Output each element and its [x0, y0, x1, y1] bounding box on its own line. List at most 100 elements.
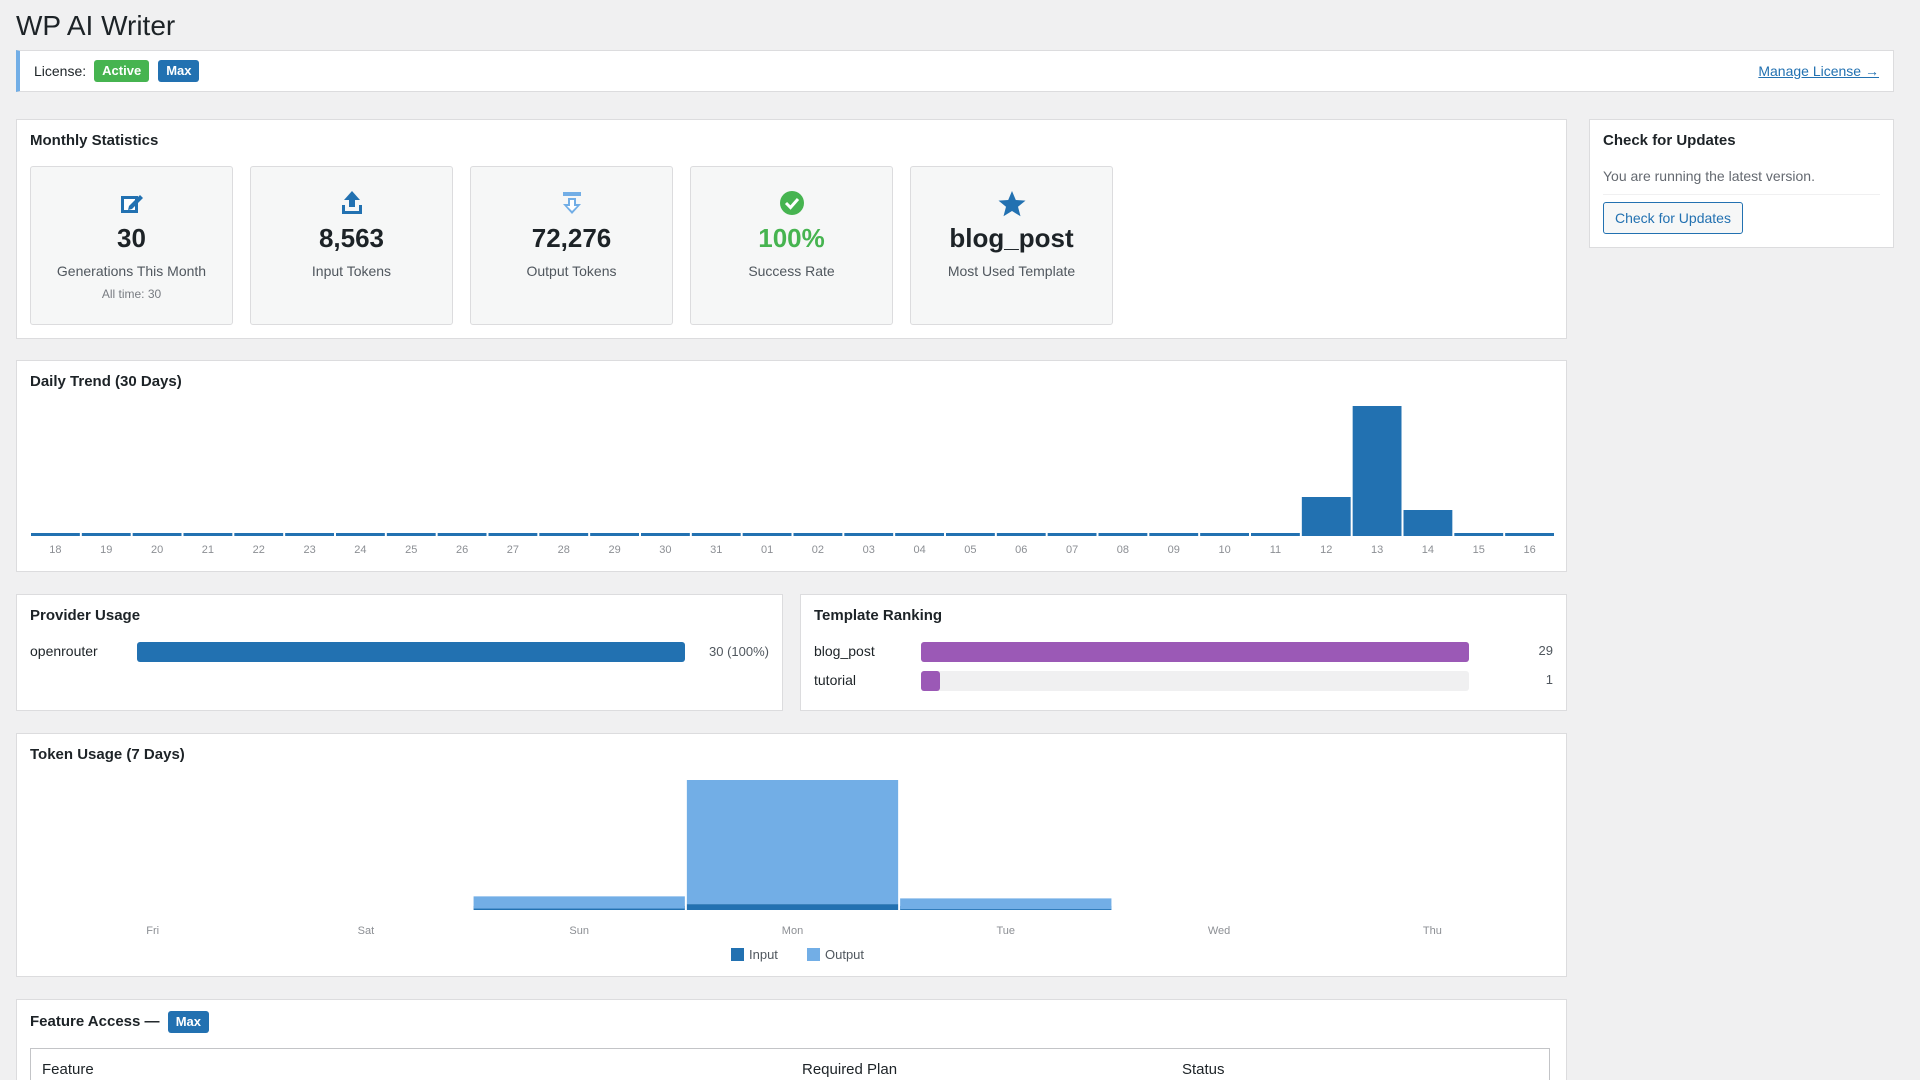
legend-swatch: [807, 948, 820, 961]
template-bar: [921, 671, 940, 691]
daily-bar: [1251, 533, 1300, 536]
template-value: 1: [1545, 672, 1553, 687]
stat-value: 72,276: [531, 223, 612, 253]
daily-bar: [895, 533, 944, 536]
template-name: tutorial: [814, 672, 857, 688]
feature-access-card: Feature Access — Max Feature Required Pl…: [16, 999, 1567, 1080]
daily-bar: [183, 533, 233, 536]
stat-label: Input Tokens: [311, 263, 392, 279]
x-tick-label: 15: [1473, 544, 1485, 556]
column-header-required-plan: Required Plan: [802, 1061, 898, 1078]
daily-trend-title: Daily Trend (30 Days): [30, 373, 182, 390]
daily-bar: [946, 533, 995, 536]
license-plan-badge: Max: [158, 60, 200, 82]
daily-bar: [336, 533, 385, 536]
x-tick-label: Wed: [1208, 925, 1230, 937]
x-tick-label: 16: [1523, 544, 1535, 556]
daily-bar: [31, 533, 80, 536]
daily-bar: [1047, 533, 1097, 536]
x-tick-label: 30: [659, 544, 671, 556]
download-icon: [471, 189, 672, 217]
daily-trend-card: Daily Trend (30 Days) 18 19 20 21 22 23 24 25 26…: [16, 360, 1567, 572]
provider-usage-card: Provider Usage openrouter 30 (100%): [16, 594, 783, 711]
daily-bar: [1200, 533, 1249, 536]
x-tick-label: 31: [710, 544, 722, 556]
check-updates-title: Check for Updates: [1603, 132, 1736, 149]
feature-plan-badge: Max: [167, 1011, 209, 1033]
daily-bar: [996, 533, 1046, 536]
stat-success-rate: 100% Success Rate: [690, 166, 893, 325]
daily-bar: [539, 533, 589, 536]
token-usage-chart: Fri Sat Sun Mon Tue Wed Thu Input Output: [146, 780, 1442, 962]
x-tick-label: 06: [1015, 544, 1027, 556]
stat-label: Success Rate: [748, 263, 835, 279]
x-tick-label: 03: [863, 544, 875, 556]
stat-generations: 30 Generations This Month All time: 30: [30, 166, 233, 325]
daily-bar: [437, 533, 487, 536]
daily-bar: [844, 533, 894, 536]
daily-bar: [1454, 533, 1504, 536]
x-tick-label: 10: [1218, 544, 1230, 556]
x-tick-label: 14: [1422, 544, 1434, 556]
x-tick-label: 18: [49, 544, 61, 556]
x-tick-label: 27: [507, 544, 519, 556]
stat-most-used-template: blog_post Most Used Template: [910, 166, 1113, 325]
provider-bar: [137, 642, 685, 662]
monthly-statistics-card: Monthly Statistics 30 Generations This M…: [16, 119, 1567, 339]
x-tick-label: 26: [456, 544, 468, 556]
monthly-statistics-title: Monthly Statistics: [30, 132, 159, 149]
x-tick-label: 28: [558, 544, 570, 556]
x-tick-label: 29: [608, 544, 620, 556]
daily-bar: [1505, 533, 1554, 536]
x-tick-label: 09: [1168, 544, 1180, 556]
daily-bar: [132, 533, 182, 536]
token-bar-output: [473, 896, 685, 909]
x-tick-label: Mon: [782, 925, 803, 937]
page-title: WP AI Writer: [16, 10, 176, 41]
check-updates-button[interactable]: Check for Updates: [1603, 202, 1743, 234]
daily-bar: [81, 533, 131, 536]
daily-bar: [1352, 406, 1402, 536]
update-status-text: You are running the latest version.: [1603, 168, 1815, 184]
daily-bar: [1301, 497, 1351, 536]
feature-table: Feature Required Plan Status: [30, 1048, 1550, 1080]
star-icon: [911, 189, 1112, 217]
edit-icon: [31, 189, 232, 217]
token-bar-output: [686, 780, 899, 905]
x-tick-label: 07: [1066, 544, 1078, 556]
template-ranking-title: Template Ranking: [814, 607, 943, 624]
stat-label: Output Tokens: [526, 263, 617, 279]
daily-bar: [488, 533, 538, 536]
x-tick-label: 12: [1320, 544, 1332, 556]
x-tick-label: Thu: [1423, 925, 1442, 937]
x-tick-label: 02: [812, 544, 824, 556]
stat-value: 100%: [758, 223, 825, 253]
x-tick-label: 21: [202, 544, 214, 556]
daily-bar: [742, 533, 792, 536]
x-tick-label: 05: [964, 544, 976, 556]
divider: [1603, 194, 1880, 195]
check-updates-card: Check for Updates You are running the la…: [1589, 119, 1894, 248]
legend-swatch: [731, 948, 744, 961]
template-bar-track: [921, 671, 1469, 691]
license-status-badge: Active: [94, 60, 150, 82]
daily-bar: [793, 533, 843, 536]
feature-access-label: Feature Access —: [30, 1013, 160, 1030]
daily-bar: [691, 533, 741, 536]
manage-license-link[interactable]: Manage License →: [1758, 63, 1879, 79]
template-value: 29: [1538, 643, 1553, 658]
provider-usage-title: Provider Usage: [30, 607, 141, 624]
stat-value: blog_post: [949, 223, 1074, 253]
daily-bar: [1098, 533, 1148, 536]
token-bar-input: [686, 904, 899, 910]
x-tick-label: 08: [1117, 544, 1129, 556]
provider-name: openrouter: [30, 643, 98, 659]
x-tick-label: 25: [405, 544, 417, 556]
x-tick-label: 11: [1270, 544, 1281, 556]
daily-bar: [590, 533, 639, 536]
provider-value: 30 (100%): [709, 644, 769, 659]
daily-bar: [386, 533, 436, 536]
stat-value: 8,563: [318, 223, 385, 253]
check-circle-icon: [691, 189, 892, 217]
daily-bar: [234, 533, 284, 536]
